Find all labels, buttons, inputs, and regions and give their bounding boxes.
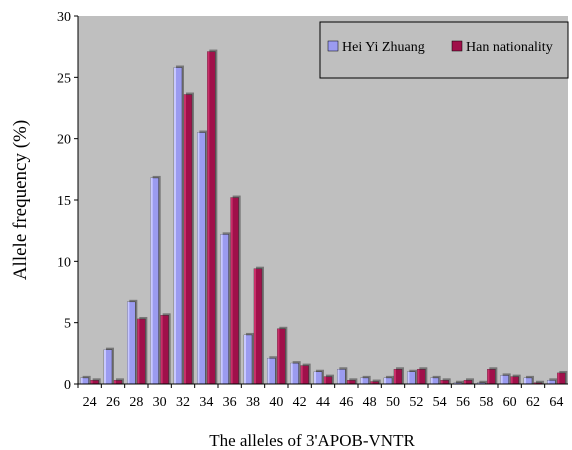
bar-highlight (314, 371, 316, 384)
bar-highlight (557, 372, 560, 384)
bar-highlight (197, 132, 200, 384)
x-axis-label: The alleles of 3'APOB-VNTR (209, 431, 415, 450)
bar-highlight (454, 382, 456, 384)
bar-highlight (337, 369, 340, 384)
legend-label-hei-yi-zhuang: Hei Yi Zhuang (342, 40, 425, 55)
legend-box (319, 21, 569, 79)
bar-highlight (324, 376, 326, 384)
bar-highlight (417, 369, 420, 384)
y-ticks: 0 5 10 15 20 25 30 (57, 10, 78, 393)
bar-highlight (290, 363, 293, 384)
x-tick-label: 26 (106, 395, 120, 410)
x-tick-label: 40 (269, 395, 283, 410)
bar-highlight (230, 197, 233, 384)
bar-highlight (267, 358, 270, 384)
x-tick-label: 52 (409, 395, 423, 410)
x-tick-label: 34 (199, 395, 213, 410)
bar-highlight (127, 301, 130, 384)
bar-highlight (207, 51, 210, 384)
bar-highlight (90, 380, 93, 384)
bar-highlight (80, 377, 83, 384)
bar-shadow (456, 380, 464, 384)
bar-highlight (510, 376, 513, 384)
legend-label-han-nationality: Han nationality (466, 40, 553, 55)
bar-highlight (347, 380, 350, 384)
bar-highlight (150, 177, 153, 384)
legend-swatch-han-nationality (451, 40, 463, 52)
series-han-nationality-bars (90, 49, 568, 385)
bar-highlight (104, 349, 106, 384)
bar-highlight (394, 369, 396, 384)
y-tick-label: 10 (57, 255, 71, 270)
y-tick-label: 5 (64, 317, 71, 332)
y-tick-label: 20 (57, 133, 71, 148)
bar-highlight (477, 382, 480, 384)
bar-shadow (536, 380, 544, 384)
x-tick-label: 46 (339, 395, 353, 410)
y-tick-label: 0 (64, 378, 71, 393)
series-hei-yi-zhuang-bars (80, 65, 558, 385)
bar-highlight (174, 67, 176, 385)
bar-highlight (524, 377, 526, 384)
x-tick-label: 60 (503, 395, 517, 410)
x-tick-label: 50 (386, 395, 400, 410)
bar-highlight (244, 334, 246, 384)
x-tick-label: 38 (246, 395, 260, 410)
bar-highlight (300, 365, 303, 384)
bar-highlight (160, 315, 163, 384)
bar-highlight (430, 377, 433, 384)
x-tick-label: 56 (456, 395, 470, 410)
bar-highlight (384, 377, 386, 384)
bar-highlight (254, 268, 256, 384)
bar-highlight (407, 371, 410, 384)
bar-highlight (137, 318, 140, 384)
y-tick-label: 25 (57, 71, 71, 86)
bar-highlight (500, 375, 503, 384)
bar-highlight (547, 380, 550, 384)
bar-highlight (360, 377, 363, 384)
x-tick-label: 32 (176, 395, 190, 410)
bar-highlight (440, 380, 443, 384)
legend-swatch-hei-yi-zhuang (327, 40, 339, 52)
x-tick-label: 62 (526, 395, 540, 410)
bar-highlight (464, 380, 466, 384)
x-tick-label: 48 (363, 395, 377, 410)
x-tick-label: 24 (83, 395, 97, 410)
bar-highlight (534, 382, 536, 384)
x-tick-label: 42 (293, 395, 307, 410)
bar-highlight (370, 381, 373, 384)
bar-highlight (487, 369, 490, 384)
x-tick-label: 54 (433, 395, 447, 410)
x-tick-label: 28 (129, 395, 143, 410)
bar-highlight (114, 380, 116, 384)
x-tick-label: 64 (549, 395, 563, 410)
x-tick-label: 44 (316, 395, 330, 410)
x-ticks: 24 26 28 30 32 34 36 38 40 42 44 46 48 50 52 54 56 58 60 62… (77, 384, 563, 410)
x-tick-label: 58 (479, 395, 493, 410)
y-tick-label: 15 (57, 194, 71, 209)
y-tick-label: 30 (57, 10, 71, 25)
bar-shadow (479, 380, 488, 384)
x-tick-label: 36 (223, 395, 237, 410)
legend: Hei Yi Zhuang Han nationality (319, 21, 569, 79)
bar-highlight (220, 234, 223, 384)
x-tick-label: 30 (153, 395, 167, 410)
y-axis-label: Allele frequency (%) (10, 120, 31, 280)
bar-highlight (277, 328, 280, 384)
bar-highlight (184, 94, 186, 385)
